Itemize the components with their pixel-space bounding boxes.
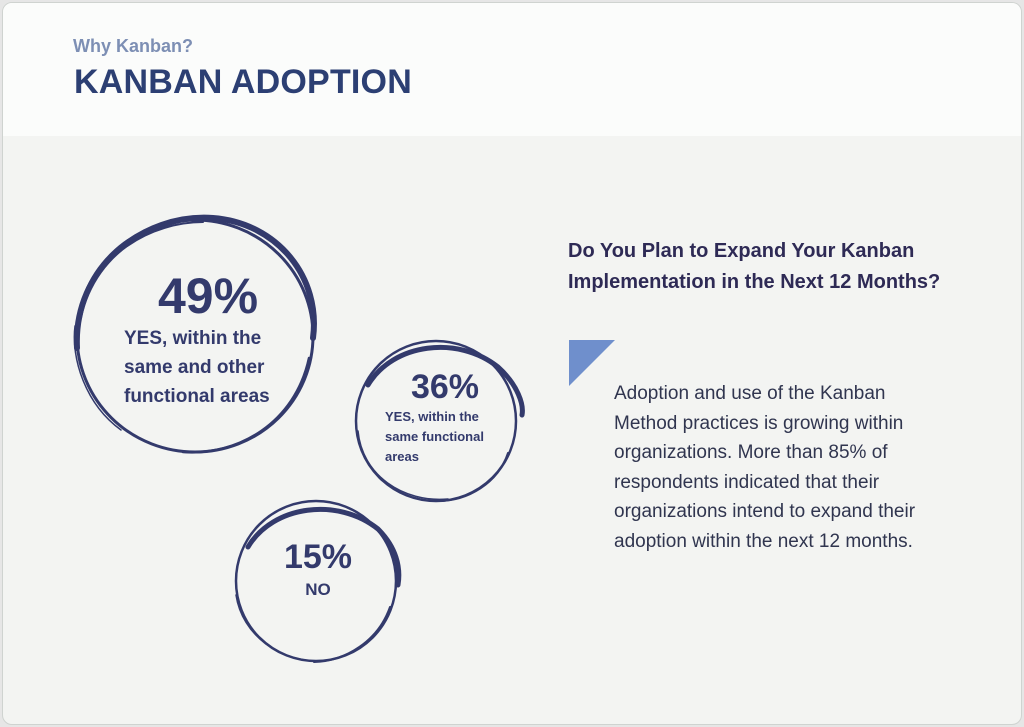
page-title: KANBAN ADOPTION	[74, 63, 412, 101]
stat-15: 15% NO	[268, 536, 368, 602]
survey-question: Do You Plan to Expand Your Kanban Implem…	[568, 240, 941, 293]
stat-36-percent: 36%	[410, 368, 480, 406]
stat-49-percent: 49%	[157, 268, 259, 324]
circle-36-ring	[354, 339, 525, 503]
body-paragraph: Adoption and use of the Kanban Method pr…	[614, 383, 916, 552]
accent-triangle	[569, 340, 615, 386]
circle-15-ring	[234, 499, 402, 663]
header-band: Why Kanban? KANBAN ADOPTION	[3, 3, 1021, 136]
stat-15-percent: 15%	[283, 538, 353, 576]
stat-49: 49% YES, within the same and other funct…	[118, 268, 298, 411]
stat-15-label: NO	[305, 580, 331, 599]
stat-36: 36% YES, within the same functional area…	[385, 367, 505, 467]
stat-36-label: YES, within the same functional areas	[385, 409, 484, 464]
section-kicker: Why Kanban?	[73, 36, 193, 56]
stat-49-label: YES, within the same and other functiona…	[124, 328, 270, 407]
circle-49-ring	[73, 214, 317, 454]
